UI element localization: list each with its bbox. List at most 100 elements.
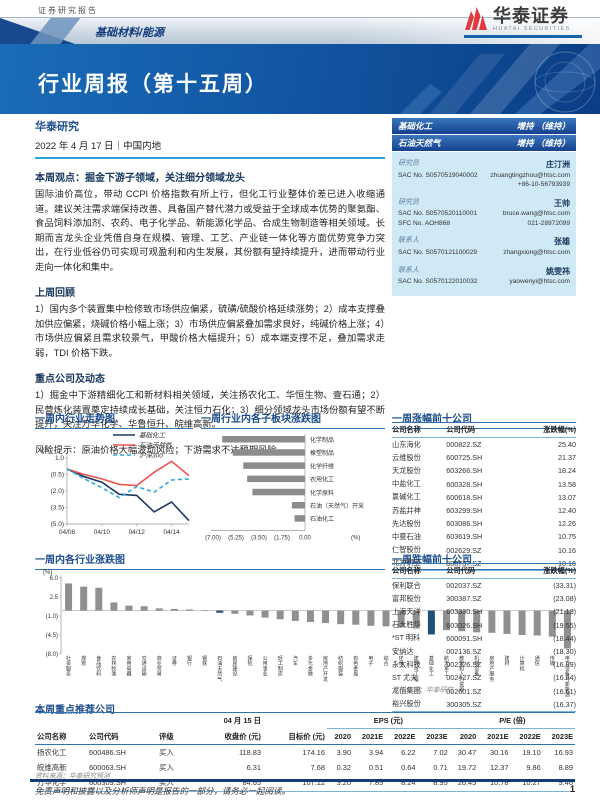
svg-text:橡塑制品: 橡塑制品	[310, 449, 334, 457]
analyst-entry: 研究员 王帅 SAC No. S0570520110001 bruce.wang@…	[398, 198, 570, 229]
analyst-entry: 联系人 张雄 SAC No. S0570121100029 zhangxiong@…	[398, 236, 570, 257]
analyst-entry: 联系人 姚雯祎 SAC No. S0570122010032 yaowenyi@h…	[398, 266, 570, 287]
rec-header: 2023E	[542, 728, 575, 745]
losers-col-name: 公司名称	[392, 563, 447, 579]
rating-value: 增持 （维持）	[516, 138, 570, 148]
recommended-source-note: 资料来源：华泰研究预测	[35, 773, 110, 780]
svg-text:综合: 综合	[384, 655, 389, 667]
svg-text:(7.00): (7.00)	[205, 535, 221, 541]
svg-text:银行: 银行	[187, 655, 192, 667]
svg-text:教育和人力资源: 教育和人力资源	[459, 655, 464, 693]
svg-text:1.0: 1.0	[55, 455, 64, 462]
table-row: 安纳达 002136.SZ (18.30)	[392, 646, 576, 657]
svg-text:房屋建设: 房屋建设	[232, 655, 237, 678]
svg-text:基础化工: 基础化工	[429, 655, 434, 678]
analyst-contact: +86-10-56793939	[517, 181, 570, 189]
analyst-contact: bruce.wang@htsc.com	[502, 210, 570, 218]
table-row: 苏盐井神 603299.SH 12.40	[392, 505, 576, 516]
svg-text:石油天然气: 石油天然气	[217, 656, 222, 683]
svg-text:(1.0): (1.0)	[46, 614, 58, 620]
analyst-id: SAC No. S0570122010032	[398, 278, 478, 286]
analyst-id: SFC No. AOH868	[398, 219, 451, 227]
analyst-name: 张雄	[554, 237, 570, 247]
svg-text:航天军工: 航天军工	[444, 655, 449, 678]
svg-text:机械设备: 机械设备	[474, 655, 479, 678]
table-row: 中盐化工 600328.SH 13.58	[392, 479, 576, 489]
keycompanies-title: 重点公司及动态	[35, 374, 105, 385]
analyst-contact: yaowenyi@htsc.com	[509, 278, 570, 286]
analyst-role: 联系人	[398, 237, 419, 245]
title-banner: 行业周报（第十五周）	[0, 44, 600, 114]
risk-note: 风险提示：原油价格大幅波动风险；下游需求不达预期风险。	[35, 444, 287, 455]
analyst-box: 研究员 庄汀洲 SAC No. S0570519040002 zhuangting…	[392, 152, 576, 296]
rec-header: 2022E	[385, 728, 418, 745]
analyst-name: 姚雯祎	[546, 266, 570, 276]
analyst-id: SAC No. S0570520110001	[398, 210, 478, 218]
table-row: 仁智股份 002629.SZ 10.16	[392, 545, 576, 555]
svg-text:环保: 环保	[399, 656, 404, 667]
analyst-role: 联系人	[398, 266, 419, 274]
rating-row: 基础化工 增持 （维持）	[392, 118, 576, 134]
gainers-col-chg: 涨跌幅(%)	[514, 422, 576, 438]
org-name: 华泰研究	[35, 121, 79, 133]
analyst-id: SAC No. S0570519040002	[398, 171, 478, 179]
svg-text:房地产开发: 房地产开发	[323, 655, 328, 683]
brand-name-cn: 华泰证券	[493, 6, 569, 26]
rating-sector: 基础化工	[398, 121, 433, 131]
svg-text:(5.0): (5.0)	[51, 521, 64, 528]
svg-text:(%): (%)	[351, 535, 360, 541]
rec-header: 收盘价 (元)	[195, 728, 263, 745]
svg-text:石油（天然气）开采: 石油（天然气）开采	[310, 502, 364, 510]
analyst-role: 研究员	[398, 160, 419, 167]
main-text-column: 华泰研究 2022 年 4 月 17 日｜中国内地 本周观点：掘金下游子领域，关…	[35, 118, 385, 456]
line-chart-title: 一周内行业走势图	[35, 410, 193, 429]
table-row: 石大胜华 603026.SH (19.55)	[392, 620, 576, 630]
rating-sector: 石油天然气	[398, 138, 441, 148]
svg-text:有色金属: 有色金属	[353, 655, 358, 678]
gainers-col-code: 公司代码	[446, 422, 515, 438]
svg-text:钢铁: 钢铁	[202, 655, 207, 667]
svg-text:电子: 电子	[368, 655, 373, 667]
rec-header: 评级	[157, 728, 195, 745]
svg-text:商业贸易: 商业贸易	[157, 655, 162, 678]
svg-text:(0.5): (0.5)	[51, 472, 64, 479]
svg-text:计算机: 计算机	[520, 655, 525, 672]
svg-text:建筑与工程: 建筑与工程	[414, 655, 419, 683]
svg-text:通信: 通信	[535, 655, 540, 667]
table-row: 氯碱化工 600618.SH 13.07	[392, 492, 576, 502]
svg-text:04/10: 04/10	[94, 529, 111, 536]
svg-text:轻工制造: 轻工制造	[278, 655, 283, 678]
rec-header: 2023E	[417, 728, 450, 745]
svg-text:(%): (%)	[41, 447, 51, 454]
svg-text:传媒: 传媒	[550, 655, 555, 667]
table-row: 云维股份 600725.SH 21.37	[392, 452, 576, 463]
losers-table: 公司名称 公司代码 涨跌幅(%) 保利联合 002037.SZ (33.31) 富邦股…	[392, 563, 576, 712]
analyst-name: 庄汀洲	[546, 160, 570, 169]
rating-rows: 基础化工 增持 （维持） 石油天然气 增持 （维持）	[392, 118, 576, 151]
analyst-name: 王帅	[554, 198, 570, 208]
gainers-table: 公司名称 公司代码 涨跌幅(%) 山东海化 000822.SZ 25.40 云维股份 6…	[392, 422, 576, 571]
svg-text:交通运输: 交通运输	[142, 655, 147, 678]
table-row: 扬农化工 600486.SH 买入 118.83 174.16 3.90 3.94 6.22 7…	[37, 747, 573, 757]
brand-logo: 华泰证券 HUATAI SECURITIES	[464, 6, 582, 38]
svg-text:(1.75): (1.75)	[274, 535, 290, 541]
svg-text:04/08: 04/08	[59, 529, 76, 536]
svg-text:(5.25): (5.25)	[228, 535, 244, 541]
gainers-col-name: 公司名称	[392, 422, 447, 438]
report-type-label: 证券研究报告	[38, 6, 98, 15]
svg-text:石油天然气: 石油天然气	[139, 442, 173, 450]
analyst-contact: 021-28972099	[527, 219, 570, 227]
losers-col-code: 公司代码	[446, 563, 515, 579]
svg-text:电力设备与新能源: 电力设备与新能源	[565, 655, 570, 698]
analyst-id: SAC No. S0570121100029	[398, 248, 478, 256]
svg-text:农林牧渔: 农林牧渔	[111, 655, 116, 678]
svg-text:石油化工: 石油化工	[310, 515, 334, 523]
table-row: 天龙股份 603266.SH 18.24	[392, 465, 576, 476]
keycompanies-body: 1）掘金中下游精细化工和新材料相关领域，关注扬农化工、华恒生物、壹石通；2）民营…	[35, 390, 385, 429]
table-row: ST 尤夫 002427.SZ (16.84)	[392, 672, 576, 683]
rec-header: 公司名称	[35, 728, 87, 745]
ratings-analysts-box: 基础化工 增持 （维持） 石油天然气 增持 （维持） 研究员 庄汀洲 SAC No.…	[392, 118, 576, 296]
svg-text:基础化工: 基础化工	[139, 432, 167, 440]
subsector-chart-title: 一周行业内各子板块涨跌图	[201, 410, 385, 429]
rec-header: 2022E	[510, 728, 543, 745]
